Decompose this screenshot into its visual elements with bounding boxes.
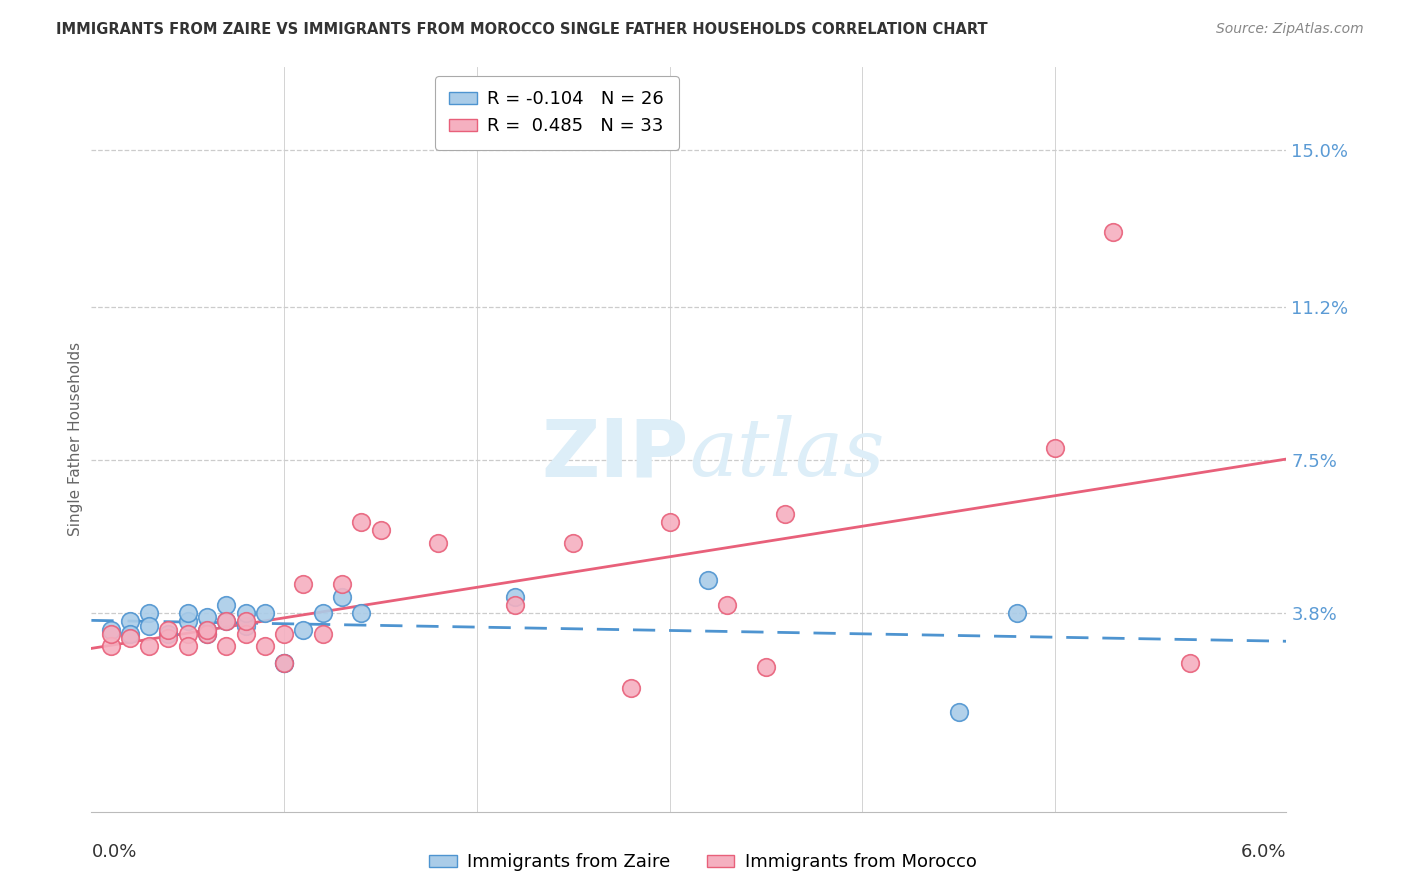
- Point: [273, 656, 295, 670]
- Point: [330, 577, 353, 591]
- Point: [755, 660, 778, 674]
- Legend: R = -0.104   N = 26, R =  0.485   N = 33: R = -0.104 N = 26, R = 0.485 N = 33: [434, 76, 679, 150]
- Point: [195, 627, 218, 641]
- Point: [118, 615, 141, 629]
- Point: [215, 615, 238, 629]
- Point: [235, 627, 257, 641]
- Point: [177, 639, 200, 653]
- Point: [157, 627, 180, 641]
- Point: [100, 627, 122, 641]
- Point: [273, 627, 295, 641]
- Point: [138, 639, 160, 653]
- Point: [697, 573, 720, 587]
- Point: [195, 627, 218, 641]
- Point: [273, 656, 295, 670]
- Point: [177, 615, 200, 629]
- Point: [138, 618, 160, 632]
- Legend: Immigrants from Zaire, Immigrants from Morocco: Immigrants from Zaire, Immigrants from M…: [422, 847, 984, 879]
- Point: [138, 606, 160, 620]
- Point: [1043, 441, 1066, 455]
- Point: [253, 639, 276, 653]
- Point: [1005, 606, 1028, 620]
- Point: [1102, 226, 1125, 240]
- Point: [350, 606, 373, 620]
- Point: [273, 656, 295, 670]
- Point: [235, 615, 257, 629]
- Point: [177, 627, 200, 641]
- Point: [716, 598, 738, 612]
- Point: [253, 606, 276, 620]
- Text: Source: ZipAtlas.com: Source: ZipAtlas.com: [1216, 22, 1364, 37]
- Point: [562, 535, 585, 549]
- Point: [350, 515, 373, 529]
- Point: [100, 623, 122, 637]
- Point: [157, 623, 180, 637]
- Point: [215, 598, 238, 612]
- Point: [118, 627, 141, 641]
- Point: [1178, 656, 1201, 670]
- Y-axis label: Single Father Households: Single Father Households: [67, 343, 83, 536]
- Point: [292, 623, 315, 637]
- Text: 0.0%: 0.0%: [91, 843, 136, 861]
- Point: [292, 577, 315, 591]
- Point: [370, 524, 392, 538]
- Text: 6.0%: 6.0%: [1241, 843, 1286, 861]
- Point: [215, 639, 238, 653]
- Point: [658, 515, 681, 529]
- Text: IMMIGRANTS FROM ZAIRE VS IMMIGRANTS FROM MOROCCO SINGLE FATHER HOUSEHOLDS CORREL: IMMIGRANTS FROM ZAIRE VS IMMIGRANTS FROM…: [56, 22, 988, 37]
- Point: [100, 639, 122, 653]
- Point: [195, 623, 218, 637]
- Point: [157, 631, 180, 645]
- Point: [118, 631, 141, 645]
- Point: [235, 618, 257, 632]
- Point: [195, 610, 218, 624]
- Text: atlas: atlas: [689, 416, 884, 493]
- Point: [330, 590, 353, 604]
- Point: [505, 598, 527, 612]
- Point: [620, 681, 643, 695]
- Point: [235, 606, 257, 620]
- Point: [215, 615, 238, 629]
- Point: [312, 627, 335, 641]
- Point: [195, 623, 218, 637]
- Text: ZIP: ZIP: [541, 415, 689, 493]
- Point: [177, 606, 200, 620]
- Point: [505, 590, 527, 604]
- Point: [312, 606, 335, 620]
- Point: [427, 535, 450, 549]
- Point: [948, 706, 970, 720]
- Point: [775, 507, 797, 521]
